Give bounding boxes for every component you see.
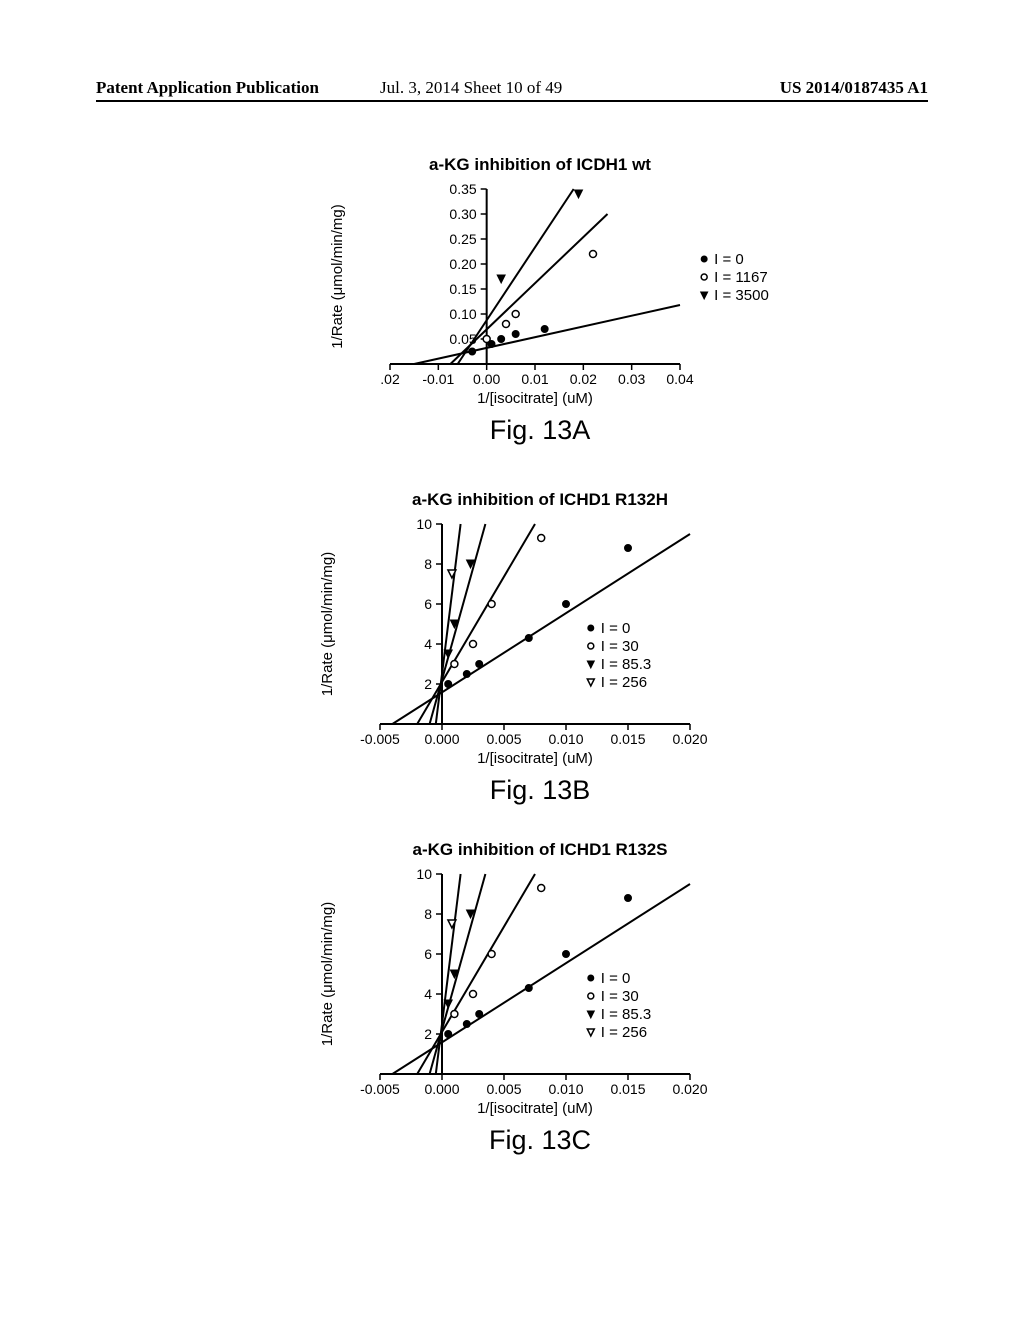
- svg-text:8: 8: [424, 556, 432, 572]
- svg-text:0.00: 0.00: [473, 371, 500, 387]
- svg-text:1/[isocitrate] (uM): 1/[isocitrate] (uM): [477, 750, 593, 767]
- figure-label-b: Fig. 13B: [260, 775, 820, 806]
- svg-text:4: 4: [424, 986, 432, 1002]
- svg-text:6: 6: [424, 946, 432, 962]
- svg-text:1/[isocitrate] (uM): 1/[isocitrate] (uM): [477, 1100, 593, 1117]
- chart-c: -0.005 0.000 0.005 0.010 0.015 0.020 2 4 6 8 10 1/[…: [280, 864, 800, 1119]
- svg-text:10: 10: [416, 516, 432, 532]
- header-divider: [96, 100, 928, 102]
- svg-text:I = 30: I = 30: [601, 638, 639, 655]
- svg-text:1/Rate (μmol/min/mg): 1/Rate (μmol/min/mg): [319, 902, 336, 1047]
- header-sheet: Jul. 3, 2014 Sheet 10 of 49: [380, 78, 562, 98]
- svg-text:0.03: 0.03: [618, 371, 645, 387]
- chart-a: .02 -0.01 0.00 0.01 0.02 0.03 0.04 0.05 0.10 0.15…: [280, 179, 800, 409]
- svg-text:1/[isocitrate] (uM): 1/[isocitrate] (uM): [477, 390, 593, 407]
- svg-text:0.005: 0.005: [486, 1081, 521, 1097]
- svg-text:4: 4: [424, 636, 432, 652]
- svg-text:0.015: 0.015: [610, 1081, 645, 1097]
- svg-text:0.015: 0.015: [610, 731, 645, 747]
- svg-text:0.30: 0.30: [449, 206, 476, 222]
- svg-text:I = 256: I = 256: [601, 1024, 647, 1041]
- svg-text:1/Rate (μmol/min/mg): 1/Rate (μmol/min/mg): [319, 552, 336, 697]
- svg-text:2: 2: [424, 676, 432, 692]
- svg-text:0.10: 0.10: [449, 306, 476, 322]
- svg-text:0.010: 0.010: [548, 731, 583, 747]
- svg-text:0.020: 0.020: [672, 731, 707, 747]
- svg-text:0.000: 0.000: [424, 1081, 459, 1097]
- header-pub-number: US 2014/0187435 A1: [780, 78, 928, 98]
- chart-title-b: a-KG inhibition of ICHD1 R132H: [260, 490, 820, 510]
- chart-title-c: a-KG inhibition of ICHD1 R132S: [260, 840, 820, 860]
- svg-text:8: 8: [424, 906, 432, 922]
- svg-text:I = 0: I = 0: [601, 620, 631, 637]
- svg-text:I = 85.3: I = 85.3: [601, 1006, 651, 1023]
- figure-label-c: Fig. 13C: [260, 1125, 820, 1156]
- svg-text:2: 2: [424, 1026, 432, 1042]
- svg-text:I = 1167: I = 1167: [714, 269, 768, 286]
- figure-label-a: Fig. 13A: [260, 415, 820, 446]
- svg-text:0.04: 0.04: [666, 371, 693, 387]
- svg-text:0.01: 0.01: [521, 371, 548, 387]
- svg-text:-0.005: -0.005: [360, 1081, 400, 1097]
- figure-13c: a-KG inhibition of ICHD1 R132S -0.005 0.0…: [260, 840, 820, 1175]
- svg-text:0.02: 0.02: [570, 371, 597, 387]
- svg-text:0.000: 0.000: [424, 731, 459, 747]
- svg-text:I = 30: I = 30: [601, 988, 639, 1005]
- chart-b: -0.005 0.000 0.005 0.010 0.015 0.020 2 4 6 8 10 1/[…: [280, 514, 800, 769]
- header-publication: Patent Application Publication: [96, 78, 319, 98]
- svg-text:0.35: 0.35: [449, 181, 476, 197]
- svg-text:1/Rate (μmol/min/mg): 1/Rate (μmol/min/mg): [329, 204, 346, 349]
- svg-text:I = 0: I = 0: [601, 970, 631, 987]
- svg-text:0.010: 0.010: [548, 1081, 583, 1097]
- svg-text:10: 10: [416, 866, 432, 882]
- svg-text:6: 6: [424, 596, 432, 612]
- figure-13a: a-KG inhibition of ICDH1 wt .02 -0.01 0.00…: [260, 155, 820, 465]
- svg-text:I = 3500: I = 3500: [714, 287, 769, 304]
- svg-text:I = 85.3: I = 85.3: [601, 656, 651, 673]
- svg-text:I = 0: I = 0: [714, 251, 744, 268]
- svg-text:I = 256: I = 256: [601, 674, 647, 691]
- svg-text:0.020: 0.020: [672, 1081, 707, 1097]
- svg-text:0.05: 0.05: [449, 331, 476, 347]
- svg-text:0.25: 0.25: [449, 231, 476, 247]
- svg-text:0.20: 0.20: [449, 256, 476, 272]
- figure-13b: a-KG inhibition of ICHD1 R132H -0.005 0.0…: [260, 490, 820, 825]
- chart-title-a: a-KG inhibition of ICDH1 wt: [260, 155, 820, 175]
- svg-text:-0.01: -0.01: [422, 371, 454, 387]
- svg-text:-0.005: -0.005: [360, 731, 400, 747]
- svg-text:.02: .02: [380, 371, 400, 387]
- svg-text:0.005: 0.005: [486, 731, 521, 747]
- svg-text:0.15: 0.15: [449, 281, 476, 297]
